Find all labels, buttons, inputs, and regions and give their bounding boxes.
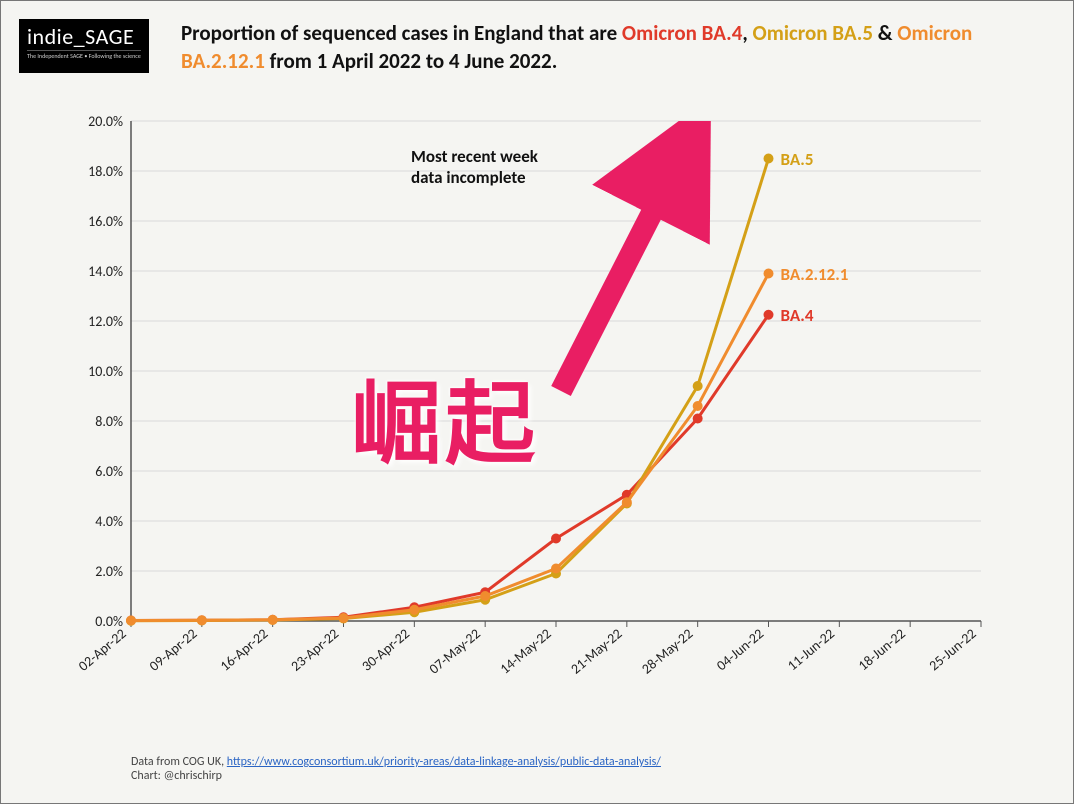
y-tick-label: 20.0% (88, 113, 123, 130)
annotation-line1: Most recent week (411, 146, 538, 167)
series-marker-BA.2.12.1 (339, 613, 349, 623)
x-tick-label: 07-May-22 (426, 625, 484, 677)
logo-text: indie_SAGE (27, 23, 141, 50)
source-chart-by: Chart: @chrischirp (131, 769, 222, 783)
series-label-ba2121: BA.2.12.1 (781, 264, 849, 285)
x-tick-label: 25-Jun-22 (926, 625, 980, 674)
x-tick-label: 30-Apr-22 (358, 625, 413, 675)
series-marker-BA.5 (764, 154, 774, 164)
series-marker-BA.2.12.1 (197, 615, 207, 625)
series-marker-BA.4 (693, 414, 703, 424)
annotation-incomplete: Most recent week data incomplete (411, 146, 538, 189)
x-tick-label: 28-May-22 (638, 625, 696, 677)
y-tick-label: 4.0% (95, 513, 123, 530)
series-marker-BA.2.12.1 (480, 591, 490, 601)
series-line-BA.5 (131, 159, 769, 621)
source-attribution: Data from COG UK, https://www.cogconsort… (131, 755, 661, 783)
x-tick-label: 16-Apr-22 (217, 625, 272, 675)
chart-area: 0.0%2.0%4.0%6.0%8.0%10.0%12.0%14.0%16.0%… (61, 111, 1021, 711)
logo-badge: indie_SAGE The Independent SAGE • Follow… (19, 19, 149, 73)
series-marker-BA.4 (551, 534, 561, 544)
y-tick-label: 18.0% (88, 163, 123, 180)
chart-title: Proportion of sequenced cases in England… (181, 19, 1043, 76)
title-series-ba4: Omicron BA.4 (622, 20, 742, 46)
x-tick-label: 21-May-22 (567, 625, 625, 677)
line-chart: 0.0%2.0%4.0%6.0%8.0%10.0%12.0%14.0%16.0%… (61, 111, 1021, 711)
series-marker-BA.2.12.1 (551, 564, 561, 574)
y-tick-label: 14.0% (88, 263, 123, 280)
series-marker-BA.2.12.1 (693, 401, 703, 411)
y-tick-label: 12.0% (88, 313, 123, 330)
title-prefix: Proportion of sequenced cases in England… (181, 20, 622, 46)
title-sep1: , (742, 20, 752, 46)
series-marker-BA.2.12.1 (622, 497, 632, 507)
source-link[interactable]: https://www.cogconsortium.uk/priority-ar… (227, 755, 661, 769)
y-tick-label: 6.0% (95, 463, 123, 480)
series-marker-BA.2.12.1 (268, 615, 278, 625)
series-marker-BA.2.12.1 (764, 269, 774, 279)
series-label-ba4: BA.4 (781, 305, 814, 326)
x-tick-label: 02-Apr-22 (75, 625, 130, 675)
x-tick-label: 23-Apr-22 (288, 625, 343, 675)
x-tick-label: 04-Jun-22 (713, 625, 767, 674)
series-marker-BA.4 (764, 310, 774, 320)
series-marker-BA.5 (693, 381, 703, 391)
title-sep2: & (873, 20, 897, 46)
series-label-ba5: BA.5 (781, 149, 814, 170)
x-tick-label: 11-Jun-22 (784, 625, 838, 674)
y-tick-label: 16.0% (88, 213, 123, 230)
y-tick-label: 8.0% (95, 413, 123, 430)
series-marker-BA.2.12.1 (409, 605, 419, 615)
title-series-ba5: Omicron BA.5 (753, 20, 873, 46)
x-tick-label: 14-May-22 (497, 625, 555, 677)
y-tick-label: 10.0% (88, 363, 123, 380)
x-tick-label: 09-Apr-22 (146, 625, 201, 675)
series-line-BA.4 (131, 315, 769, 621)
annotation-line2: data incomplete (411, 167, 526, 188)
x-tick-label: 18-Jun-22 (855, 625, 909, 674)
y-tick-label: 2.0% (95, 563, 123, 580)
logo-subtext: The Independent SAGE • Following the sci… (27, 50, 141, 60)
series-marker-BA.2.12.1 (126, 616, 136, 626)
title-suffix: from 1 April 2022 to 4 June 2022. (265, 48, 557, 74)
source-prefix: Data from COG UK, (131, 755, 227, 769)
